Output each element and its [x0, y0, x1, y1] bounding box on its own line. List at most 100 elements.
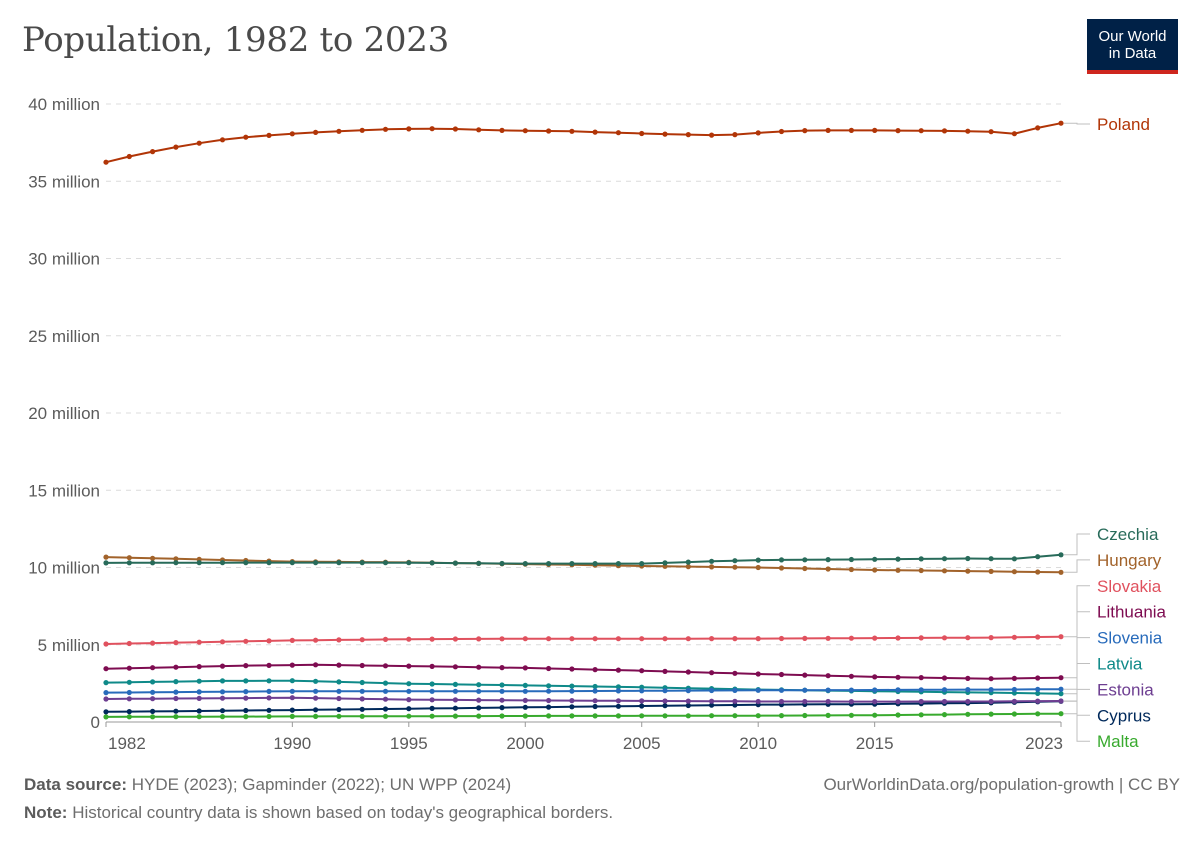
data-point: [662, 560, 668, 566]
data-point: [173, 560, 179, 566]
data-point: [709, 670, 715, 676]
data-point: [778, 635, 785, 642]
data-point: [546, 128, 552, 134]
data-point: [1058, 698, 1064, 704]
y-tick-label: 0: [91, 713, 100, 732]
data-point: [732, 702, 738, 708]
data-point: [709, 713, 715, 719]
data-point: [685, 702, 691, 709]
data-point: [103, 159, 109, 165]
data-point: [709, 564, 715, 570]
data-point: [918, 675, 924, 681]
data-point: [266, 662, 272, 669]
data-point: [406, 688, 412, 694]
data-source-label: Data source:: [24, 775, 127, 794]
data-point: [382, 688, 389, 694]
data-point: [313, 637, 319, 643]
series-line: [105, 700, 1062, 713]
data-point: [592, 688, 598, 694]
data-point: [476, 688, 482, 694]
data-point: [173, 708, 179, 714]
data-point: [499, 560, 505, 567]
data-point: [569, 561, 575, 567]
data-point: [755, 698, 761, 705]
data-point: [313, 707, 319, 713]
data-point: [965, 555, 971, 562]
data-point: [196, 695, 202, 702]
data-point: [452, 688, 458, 694]
data-point: [918, 687, 924, 693]
data-point: [359, 679, 365, 686]
data-point: [173, 714, 179, 720]
data-point: [639, 684, 645, 690]
data-point: [266, 132, 272, 138]
x-tick-label: 1995: [390, 734, 428, 753]
data-point: [313, 129, 319, 135]
data-point: [336, 713, 342, 719]
data-point: [941, 635, 948, 641]
data-point: [1035, 554, 1041, 560]
data-point: [825, 673, 831, 679]
data-point: [662, 703, 668, 709]
data-point: [848, 673, 855, 679]
data-point: [755, 713, 761, 719]
legend-label-malta: Malta: [1097, 732, 1139, 751]
data-point: [359, 662, 365, 669]
data-point: [755, 557, 761, 563]
data-point: [476, 705, 482, 711]
data-point: [126, 714, 132, 720]
data-point: [126, 696, 132, 702]
data-point: [452, 681, 458, 688]
data-point: [1058, 711, 1064, 717]
owid-logo[interactable]: Our World in Data: [1087, 19, 1178, 74]
data-point: [289, 637, 295, 644]
data-point: [336, 662, 342, 668]
data-point: [1011, 556, 1018, 562]
data-point: [196, 689, 202, 695]
data-point: [243, 714, 249, 720]
data-point: [778, 557, 785, 563]
data-point: [429, 663, 435, 670]
data-point: [778, 713, 785, 719]
data-point: [243, 689, 249, 695]
data-point: [103, 560, 109, 566]
legend-connector: [1064, 663, 1090, 695]
data-point: [359, 637, 365, 643]
data-point: [965, 687, 971, 693]
data-point: [499, 665, 505, 671]
x-tick-label: 1990: [273, 734, 311, 753]
logo-accent-bar: [1087, 70, 1178, 74]
data-point: [313, 560, 319, 566]
data-point: [429, 126, 435, 132]
data-point: [592, 698, 598, 704]
data-point: [965, 568, 971, 574]
data-point: [778, 687, 785, 693]
x-tick-label: 2000: [506, 734, 544, 753]
series-estonia: [103, 695, 1064, 705]
data-point: [173, 679, 179, 685]
data-point: [709, 636, 715, 642]
logo-line-2: in Data: [1108, 45, 1157, 62]
x-tick-label: 2005: [623, 734, 661, 753]
data-point: [150, 714, 156, 720]
data-point: [336, 706, 342, 713]
data-point: [359, 696, 365, 702]
data-point: [266, 707, 272, 713]
data-point: [1035, 690, 1041, 697]
data-point: [825, 698, 831, 705]
data-point: [243, 707, 249, 714]
data-point: [313, 695, 319, 701]
data-point: [941, 556, 948, 562]
data-point: [1011, 711, 1018, 717]
data-point: [243, 560, 249, 566]
y-tick-label: 15 million: [28, 481, 100, 500]
data-point: [848, 712, 855, 718]
legend-label-cyprus: Cyprus: [1097, 706, 1151, 725]
data-point: [1011, 686, 1018, 693]
data-point: [615, 561, 622, 567]
chart-title: Population, 1982 to 2023: [22, 20, 449, 60]
data-point: [569, 666, 575, 672]
data-point: [336, 637, 342, 643]
data-point: [219, 663, 226, 669]
source-url-link[interactable]: OurWorldinData.org/population-growth | C…: [823, 775, 1180, 794]
